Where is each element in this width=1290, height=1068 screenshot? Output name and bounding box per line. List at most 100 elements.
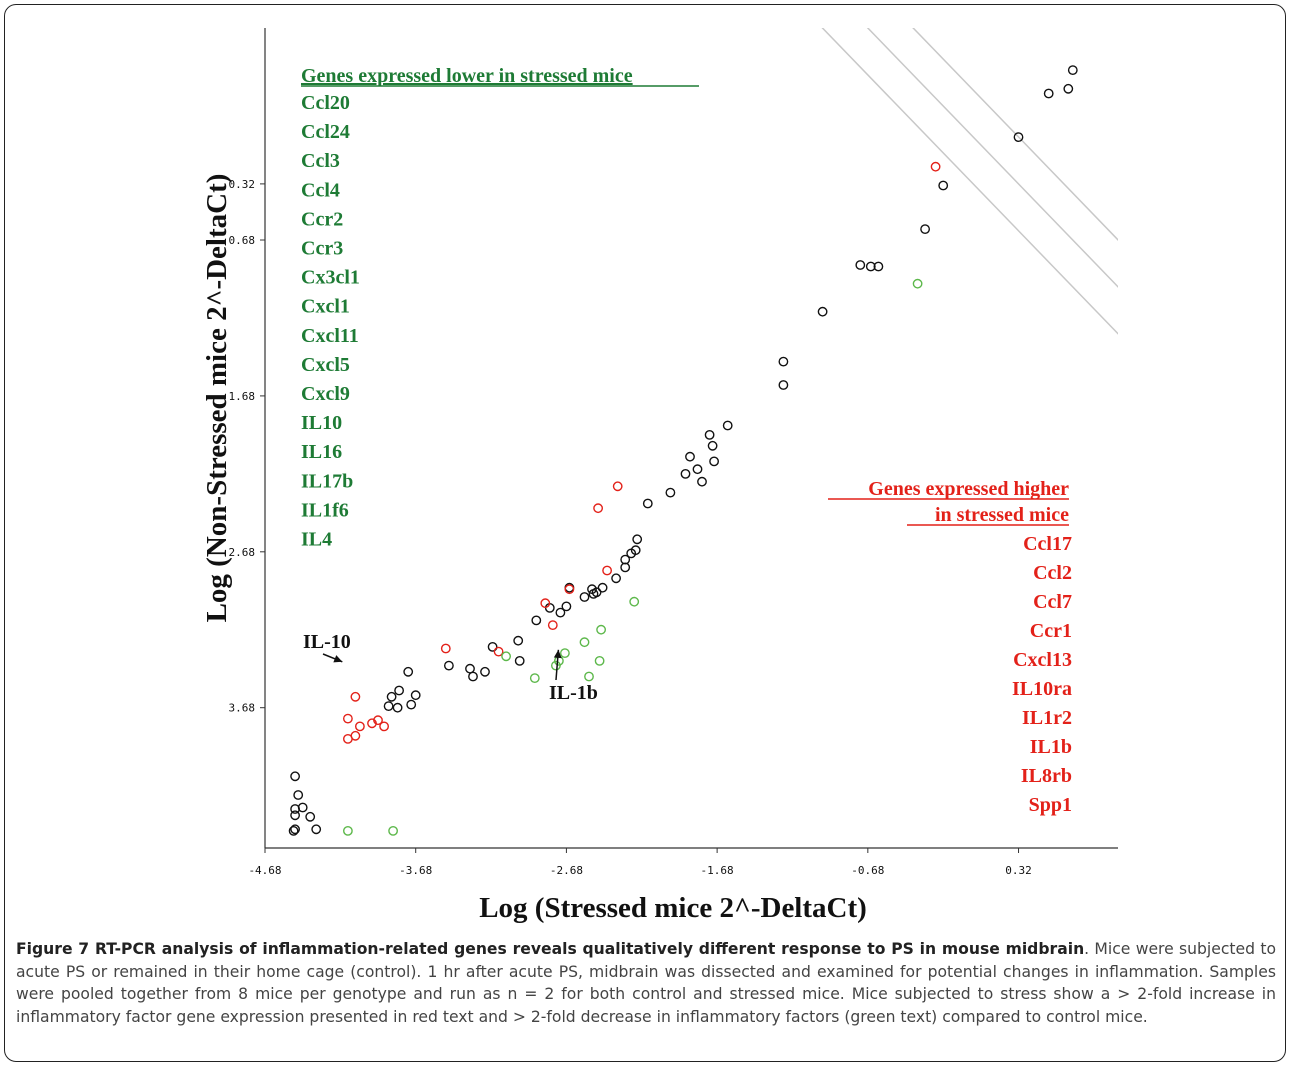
data-point bbox=[367, 718, 377, 729]
data-point bbox=[593, 503, 603, 514]
green-gene-label: Ccl24 bbox=[301, 121, 350, 143]
x-tick-label: -4.68 bbox=[248, 864, 281, 877]
x-tick-label: 0.32 bbox=[1005, 864, 1032, 877]
green-gene-label: Ccl4 bbox=[301, 179, 340, 201]
reference-lines bbox=[821, 28, 1118, 335]
data-point bbox=[342, 713, 353, 724]
data-point bbox=[443, 660, 454, 671]
data-point bbox=[386, 691, 397, 702]
data-point bbox=[602, 565, 612, 576]
data-point bbox=[288, 826, 299, 836]
data-point bbox=[392, 702, 403, 713]
x-tick-group: -4.68 -3.68 -2.68 -1.68 -0.68 0.32 bbox=[248, 848, 1032, 877]
data-point bbox=[912, 278, 923, 289]
data-point bbox=[465, 663, 475, 674]
data-point bbox=[778, 356, 789, 367]
data-point bbox=[697, 476, 707, 487]
data-point bbox=[350, 691, 361, 702]
green-gene-label: IL16 bbox=[301, 441, 342, 463]
data-point bbox=[440, 643, 451, 654]
reference-line bbox=[821, 28, 1118, 335]
data-point bbox=[410, 690, 421, 701]
data-point bbox=[642, 498, 653, 509]
data-point bbox=[620, 562, 631, 573]
data-point bbox=[817, 306, 828, 317]
data-point bbox=[611, 573, 621, 584]
x-axis-title: Log (Stressed mice 2^-DeltaCt) bbox=[479, 892, 867, 924]
data-point bbox=[865, 261, 876, 272]
x-tick-label: -3.68 bbox=[399, 864, 432, 877]
y-tick-group: 0.32 0.68 1.68 2.68 3.68 bbox=[229, 178, 265, 715]
data-point bbox=[531, 615, 542, 626]
data-point bbox=[1067, 65, 1078, 76]
green-gene-label: Cx3cl1 bbox=[301, 267, 360, 289]
data-point bbox=[707, 440, 718, 451]
data-point bbox=[685, 451, 695, 462]
data-point bbox=[704, 429, 715, 440]
data-point bbox=[632, 534, 643, 545]
green-gene-label: IL1f6 bbox=[301, 499, 349, 521]
data-point bbox=[487, 642, 498, 652]
data-point bbox=[596, 624, 606, 635]
data-point bbox=[564, 584, 575, 595]
y-tick-label: 2.68 bbox=[229, 546, 256, 559]
data-point bbox=[579, 592, 590, 602]
data-point bbox=[561, 601, 572, 612]
data-point bbox=[406, 699, 417, 710]
green-gene-label: IL4 bbox=[301, 529, 332, 551]
green-gene-list: Ccl20 Ccl24 Ccl3 Ccl4 Ccr2 Ccr3 Cx3cl1 Cxcl1 Cxc… bbox=[301, 92, 360, 551]
green-gene-label: Ccr2 bbox=[301, 208, 343, 230]
data-point bbox=[354, 721, 365, 732]
data-point bbox=[383, 701, 394, 711]
red-gene-label: Cxcl13 bbox=[1013, 649, 1072, 671]
annotation-il-1b: IL-1b bbox=[549, 682, 598, 704]
x-tick-label: -0.68 bbox=[851, 864, 884, 877]
data-point bbox=[560, 648, 570, 658]
data-point bbox=[778, 380, 789, 390]
data-point bbox=[594, 656, 605, 666]
data-point bbox=[342, 826, 353, 836]
red-list-title-line2: in stressed mice bbox=[935, 504, 1069, 526]
data-point bbox=[373, 715, 383, 726]
green-gene-label: IL10 bbox=[301, 412, 342, 434]
data-point bbox=[388, 826, 398, 836]
data-point bbox=[540, 598, 551, 609]
caption-text: . Mice were subjected to acute PS or rem… bbox=[16, 940, 1276, 1026]
data-point bbox=[938, 180, 949, 191]
data-point bbox=[394, 685, 404, 696]
green-gene-label: Cxcl5 bbox=[301, 354, 350, 376]
red-gene-label: IL10ra bbox=[1012, 678, 1072, 700]
green-gene-label: Cxcl1 bbox=[301, 296, 350, 318]
red-gene-list: Ccl17 Ccl2 Ccl7 Ccr1 Cxcl13 IL10ra IL1r2 IL1b IL… bbox=[1012, 533, 1072, 816]
red-gene-label: Ccl7 bbox=[1033, 591, 1072, 613]
data-point bbox=[588, 589, 599, 599]
data-point bbox=[555, 607, 566, 618]
annotation-arrow-head bbox=[333, 655, 343, 663]
data-point bbox=[587, 584, 597, 595]
data-point bbox=[551, 660, 561, 671]
red-gene-label: IL8rb bbox=[1021, 765, 1072, 787]
data-points bbox=[288, 65, 1078, 836]
data-point bbox=[293, 790, 304, 800]
caption-title: Figure 7 RT-PCR analysis of inflammation… bbox=[16, 940, 1085, 958]
data-point bbox=[612, 481, 623, 492]
data-point bbox=[480, 666, 490, 677]
data-point bbox=[1063, 83, 1074, 94]
data-point bbox=[709, 456, 719, 467]
annotation-arrow-il-10 bbox=[322, 653, 343, 663]
y-tick-label: 3.68 bbox=[229, 702, 256, 715]
data-point bbox=[930, 161, 941, 172]
x-tick-label: -1.68 bbox=[701, 864, 734, 877]
data-point bbox=[722, 420, 733, 431]
x-tick-label: -2.68 bbox=[550, 864, 583, 877]
green-gene-label: Cxcl9 bbox=[301, 383, 350, 405]
data-point bbox=[855, 260, 866, 270]
red-gene-label: IL1b bbox=[1030, 736, 1072, 758]
red-list-title-line1: Genes expressed higher bbox=[868, 478, 1069, 500]
data-point bbox=[665, 487, 676, 498]
green-gene-label: Cxcl11 bbox=[301, 325, 359, 347]
reference-line bbox=[866, 28, 1118, 288]
data-point bbox=[873, 261, 884, 272]
data-point bbox=[529, 673, 540, 683]
data-point bbox=[342, 734, 353, 744]
